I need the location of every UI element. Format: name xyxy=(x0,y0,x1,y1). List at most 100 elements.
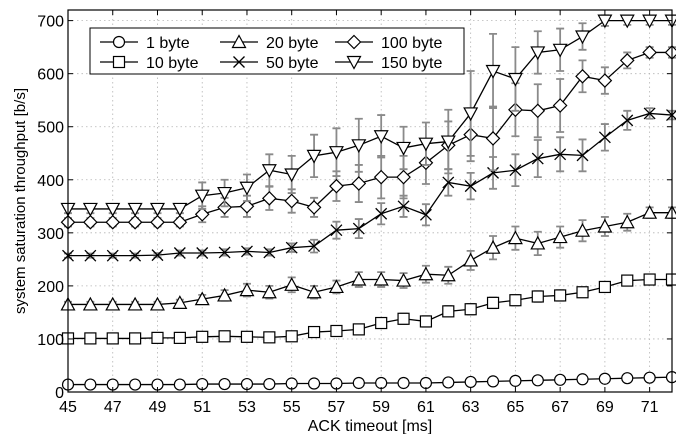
data-point-150-byte xyxy=(82,202,98,217)
data-point-10-byte xyxy=(531,290,544,303)
legend-label: 100 byte xyxy=(381,35,442,52)
data-point-50-byte xyxy=(464,180,477,193)
data-point-150-byte xyxy=(261,164,277,178)
series-line-100-byte xyxy=(68,51,672,223)
data-point-100-byte xyxy=(552,98,568,113)
legend-entry-150-byte: 150 byte xyxy=(335,55,442,72)
data-point-10-byte xyxy=(285,330,298,343)
legend-label: 10 byte xyxy=(146,55,199,72)
data-point-10-byte xyxy=(442,305,455,318)
legend-box xyxy=(89,27,465,75)
data-point-150-byte xyxy=(306,149,322,164)
legend-label: 150 byte xyxy=(381,55,442,72)
data-point-20-byte xyxy=(373,271,389,286)
data-point-50-byte xyxy=(621,114,634,127)
x-tick-label: 49 xyxy=(149,399,167,416)
legend-entry-10-byte: 10 byte xyxy=(100,55,199,72)
data-point-1-byte xyxy=(307,377,321,390)
data-point-50-byte xyxy=(106,249,119,262)
data-point-1-byte xyxy=(643,371,656,384)
data-point-50-byte xyxy=(218,246,231,259)
data-point-50-byte xyxy=(554,148,567,161)
data-point-100-byte xyxy=(194,206,210,222)
data-point-150-byte xyxy=(373,130,389,145)
data-point-20-byte xyxy=(530,235,546,250)
data-point-10-byte xyxy=(554,289,567,302)
series-10-byte xyxy=(61,273,676,345)
data-point-1-byte xyxy=(375,376,388,390)
y-tick-label: 0 xyxy=(55,385,64,402)
data-point-10-byte xyxy=(375,316,388,330)
series-line-10-byte xyxy=(68,278,672,340)
data-point-10-byte xyxy=(464,303,477,316)
data-point-1-byte xyxy=(598,372,611,385)
y-tick-label: 400 xyxy=(37,173,64,190)
data-point-20-byte xyxy=(172,295,188,309)
data-point-1-byte xyxy=(665,371,676,384)
data-point-1-byte xyxy=(419,376,433,390)
data-point-50-byte xyxy=(84,249,97,262)
data-point-150-byte xyxy=(149,202,165,217)
legend-entry-20-byte: 20 byte xyxy=(220,34,319,52)
data-point-20-byte xyxy=(328,279,344,294)
data-point-150-byte xyxy=(172,202,188,217)
data-point-150-byte xyxy=(575,30,591,45)
data-point-20-byte xyxy=(239,282,255,297)
data-point-20-byte xyxy=(127,296,143,311)
data-point-1-byte xyxy=(352,376,365,390)
data-point-150-byte xyxy=(194,189,210,204)
x-tick-label: 57 xyxy=(328,399,346,416)
data-point-20-byte xyxy=(284,277,300,291)
data-point-100-byte xyxy=(306,200,322,215)
data-point-20-byte xyxy=(597,218,613,233)
legend: 1 byte 20 byte 100 byte 10 byte 50 byte 150 b… xyxy=(89,27,465,75)
data-point-50-byte xyxy=(442,176,455,189)
x-tick-label: 59 xyxy=(372,399,390,416)
data-point-10-byte xyxy=(576,286,589,299)
data-point-10-byte xyxy=(665,273,676,286)
data-point-10-byte xyxy=(196,330,209,343)
data-point-50-byte xyxy=(531,152,544,165)
legend-marker xyxy=(231,34,247,49)
data-point-10-byte xyxy=(263,331,276,344)
data-point-10-byte xyxy=(129,332,142,345)
data-point-50-byte xyxy=(285,241,298,254)
data-point-20-byte xyxy=(463,252,479,267)
data-point-1-byte xyxy=(397,376,410,390)
data-point-50-byte xyxy=(196,247,209,259)
x-tick-label: 67 xyxy=(551,399,569,416)
data-point-50-byte xyxy=(576,149,589,162)
data-point-150-byte xyxy=(328,146,344,160)
data-point-20-byte xyxy=(575,222,591,237)
data-point-20-byte xyxy=(552,229,568,244)
data-point-10-byte xyxy=(598,280,611,294)
data-point-100-byte xyxy=(373,169,389,185)
data-point-50-byte xyxy=(509,164,522,177)
series-20-byte xyxy=(60,204,676,311)
data-point-20-byte xyxy=(440,267,456,282)
data-point-20-byte xyxy=(149,296,165,311)
data-point-100-byte xyxy=(485,131,501,146)
legend-marker xyxy=(346,55,362,70)
data-point-10-byte xyxy=(486,296,500,309)
data-point-50-byte xyxy=(375,207,388,220)
data-point-20-byte xyxy=(194,291,210,306)
data-point-20-byte xyxy=(82,296,98,311)
data-point-10-byte xyxy=(84,332,97,345)
data-point-100-byte xyxy=(239,198,255,214)
x-tick-label: 65 xyxy=(507,399,525,416)
axis-ticks: 0 100 200 300 400 500 600 700 45 47 49 51 53 55 57 59 61… xyxy=(37,10,672,416)
data-point-50-byte xyxy=(263,246,276,259)
data-point-100-byte xyxy=(619,53,635,68)
data-point-50-byte xyxy=(173,247,186,259)
series-line-50-byte xyxy=(68,112,673,257)
legend-entry-1-byte: 1 byte xyxy=(100,35,190,52)
data-point-100-byte xyxy=(597,73,613,88)
data-point-10-byte xyxy=(419,315,433,328)
data-point-100-byte xyxy=(172,214,188,230)
series-line-20-byte xyxy=(68,212,672,306)
data-point-100-byte xyxy=(150,214,165,230)
data-point-10-byte xyxy=(621,274,634,287)
x-tick-label: 71 xyxy=(641,399,659,416)
x-tick-label: 63 xyxy=(462,399,480,416)
